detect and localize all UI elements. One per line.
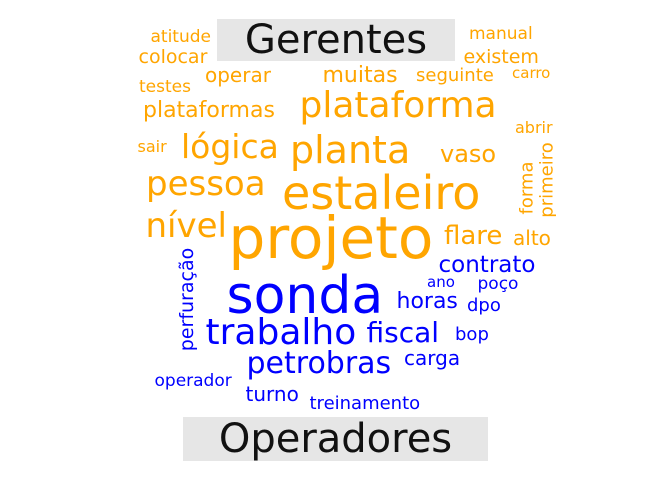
word-gerentes: plataformas	[143, 98, 275, 123]
word-gerentes: alto	[513, 226, 551, 250]
word-gerentes: atitude	[150, 26, 212, 47]
word-operadores: contrato	[438, 251, 536, 278]
word-gerentes: lógica	[181, 126, 279, 166]
word-operadores: turno	[245, 382, 299, 406]
word-gerentes: flare	[444, 221, 503, 251]
word-gerentes: projeto	[228, 204, 434, 272]
word-gerentes: colocar	[138, 45, 208, 68]
word-operadores: operador	[154, 370, 232, 391]
word-gerentes: nível	[145, 206, 227, 246]
word-gerentes: pessoa	[146, 164, 266, 204]
word-operadores: dpo	[467, 295, 501, 316]
word-gerentes: primeiro	[536, 142, 558, 218]
word-operadores: horas	[396, 289, 458, 314]
word-gerentes: abrir	[515, 118, 553, 137]
word-operadores: bop	[455, 324, 489, 345]
word-operadores: sonda	[226, 266, 384, 326]
word-operadores: poço	[477, 273, 519, 294]
word-operadores: perfuração	[175, 247, 198, 351]
word-operadores: petrobras	[246, 346, 392, 381]
word-gerentes: manual	[469, 23, 533, 44]
word-operadores: trabalho	[205, 312, 357, 353]
word-gerentes: sair	[137, 137, 167, 156]
word-operadores: treinamento	[309, 393, 421, 414]
word-gerentes: forma	[516, 161, 537, 215]
word-gerentes: existem	[463, 45, 539, 68]
word-gerentes: estaleiro	[282, 166, 481, 220]
word-gerentes: testes	[139, 76, 191, 97]
word-gerentes: plataforma	[299, 85, 497, 126]
group-label-gerentes: Gerentes	[217, 19, 455, 61]
word-gerentes: planta	[290, 128, 411, 172]
word-operadores: fiscal	[366, 316, 440, 349]
word-gerentes: seguinte	[416, 65, 494, 86]
word-gerentes: operar	[205, 63, 271, 87]
word-gerentes: vaso	[440, 140, 497, 168]
word-gerentes: muitas	[322, 63, 398, 88]
word-operadores: ano	[427, 272, 455, 291]
group-label-operadores: Operadores	[183, 417, 488, 461]
word-gerentes: carro	[512, 63, 551, 82]
word-operadores: carga	[404, 346, 461, 370]
